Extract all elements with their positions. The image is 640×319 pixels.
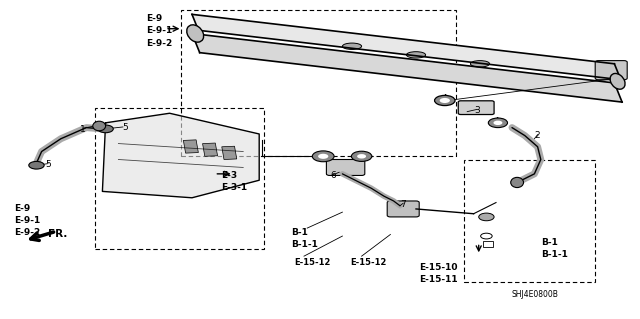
Polygon shape [102,113,259,198]
Text: 5: 5 [122,123,127,132]
Text: E-15-12: E-15-12 [350,258,387,267]
Ellipse shape [511,177,524,188]
FancyBboxPatch shape [326,160,365,175]
Text: E-9-1: E-9-1 [146,26,172,35]
Bar [222,146,237,160]
Text: E-15-12: E-15-12 [294,258,331,267]
Text: E-9-2: E-9-2 [14,228,40,237]
Bar [184,140,198,153]
Circle shape [351,151,372,161]
Circle shape [318,154,328,159]
Text: B-1: B-1 [541,238,557,247]
FancyBboxPatch shape [595,61,627,80]
Text: SHJ4E0800B: SHJ4E0800B [512,290,559,299]
Circle shape [479,213,494,221]
Circle shape [357,154,366,159]
Text: 4: 4 [493,117,499,126]
Text: E-15-10: E-15-10 [419,263,458,272]
Circle shape [435,95,455,106]
Text: B-1-1: B-1-1 [291,240,318,249]
Text: E-3-1: E-3-1 [221,183,247,192]
Bar [95,108,264,249]
Text: 3: 3 [474,106,479,115]
Polygon shape [192,14,621,80]
Text: 2: 2 [535,131,540,140]
Circle shape [488,118,508,128]
Ellipse shape [187,25,204,42]
Text: B-1: B-1 [291,228,308,237]
Circle shape [312,151,334,162]
Text: E-9-1: E-9-1 [14,216,40,225]
Text: 4: 4 [442,94,447,103]
Text: 4: 4 [359,152,364,161]
Text: E-9-2: E-9-2 [146,39,172,48]
Bar [181,10,456,156]
Text: FR.: FR. [48,228,67,239]
Ellipse shape [406,52,426,58]
Ellipse shape [93,121,106,131]
Text: E-9: E-9 [146,14,162,23]
Circle shape [493,121,502,125]
FancyBboxPatch shape [458,101,494,115]
Text: 7: 7 [401,200,406,209]
Text: 1: 1 [81,125,86,134]
Circle shape [440,98,450,103]
Text: 5: 5 [45,160,51,169]
Bar [483,241,493,247]
Polygon shape [192,33,622,102]
Text: E-15-11: E-15-11 [419,275,458,284]
Text: 6: 6 [330,171,335,180]
Ellipse shape [610,73,625,89]
Bar [203,143,218,156]
Circle shape [98,125,113,133]
Bar [464,160,595,282]
Ellipse shape [342,43,362,49]
Circle shape [29,161,44,169]
Text: E-9: E-9 [14,204,30,213]
FancyBboxPatch shape [387,201,419,217]
Text: B-1-1: B-1-1 [541,250,568,259]
Text: E-3: E-3 [221,171,237,180]
Ellipse shape [470,61,490,67]
Text: 4: 4 [321,152,326,161]
